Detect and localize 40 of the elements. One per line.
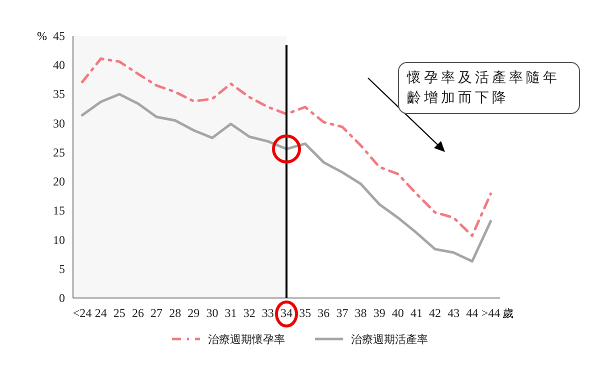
y-tick-label: 35 — [53, 87, 65, 102]
legend-label: 治療週期懷孕率 — [208, 333, 285, 346]
y-tick-label: 45 — [53, 29, 65, 43]
x-tick-label: 43 — [448, 306, 460, 320]
x-tick-label: 42 — [429, 306, 442, 320]
y-tick-label: 10 — [53, 232, 65, 247]
y-tick-label: 5 — [59, 262, 65, 276]
x-tick-label: 40 — [392, 306, 404, 320]
x-tick-label: 37 — [336, 306, 348, 320]
annotation: 懷孕率及活產率隨年齡增加而下降 — [398, 62, 580, 114]
y-axis-title: % — [37, 29, 47, 43]
y-tick-label: 15 — [53, 204, 65, 218]
line-series — [80, 92, 492, 263]
x-tick-label: 41 — [410, 306, 422, 320]
y-tick-label: 40 — [53, 58, 65, 72]
x-tick-label: 33 — [262, 306, 274, 320]
x-tick-label: 27 — [150, 306, 163, 320]
x-tick-label: 35 — [299, 306, 312, 320]
legend-label: 治療週期活產率 — [351, 333, 428, 346]
x-tick-label: <24 — [72, 306, 92, 320]
x-tick-label: 39 — [373, 306, 386, 320]
x-tick-label: 24 — [94, 306, 107, 320]
x-tick-label: 38 — [354, 306, 367, 320]
y-tick-label: 0 — [59, 291, 65, 305]
x-tick-label: 31 — [224, 306, 237, 320]
x-tick-label: 28 — [169, 306, 182, 320]
x-tick-label: 29 — [188, 306, 200, 320]
y-tick-label: 30 — [53, 116, 65, 130]
x-axis-title: 歲 — [502, 307, 514, 320]
x-tick-label: 30 — [206, 306, 218, 320]
line-series — [80, 57, 492, 237]
x-tick-label: 32 — [243, 306, 256, 320]
x-tick-label: 36 — [318, 306, 330, 320]
x-tick-label: 26 — [132, 306, 144, 320]
y-tick-label: 25 — [53, 145, 65, 160]
x-tick-label: 34 — [280, 306, 292, 320]
x-tick-label: >44 — [481, 306, 500, 320]
x-tick-label: 44 — [466, 306, 478, 320]
y-tick-label: 20 — [53, 174, 65, 189]
x-tick-label: 25 — [113, 306, 126, 320]
